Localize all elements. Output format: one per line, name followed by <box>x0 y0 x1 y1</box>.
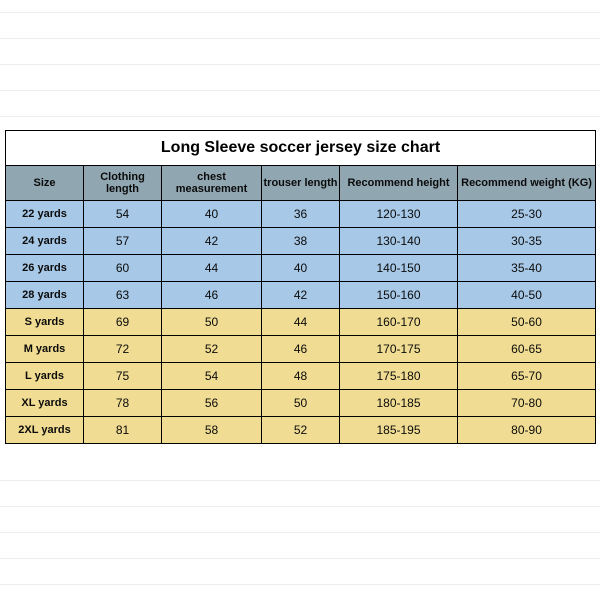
size-cell: 24 yards <box>6 228 84 255</box>
column-header: Recommend height <box>340 166 458 201</box>
value-cell: 170-175 <box>340 336 458 363</box>
value-cell: 44 <box>162 255 262 282</box>
value-cell: 160-170 <box>340 309 458 336</box>
size-cell: XL yards <box>6 390 84 417</box>
value-cell: 54 <box>84 201 162 228</box>
value-cell: 63 <box>84 282 162 309</box>
value-cell: 52 <box>262 417 340 444</box>
size-table: Long Sleeve soccer jersey size chart Siz… <box>5 130 596 444</box>
horizontal-rule <box>0 558 600 559</box>
size-chart: Long Sleeve soccer jersey size chart Siz… <box>5 130 595 444</box>
value-cell: 46 <box>262 336 340 363</box>
column-header: trouser length <box>262 166 340 201</box>
value-cell: 72 <box>84 336 162 363</box>
table-title: Long Sleeve soccer jersey size chart <box>6 131 596 166</box>
horizontal-rule <box>0 480 600 481</box>
value-cell: 52 <box>162 336 262 363</box>
horizontal-rule <box>0 506 600 507</box>
horizontal-rule <box>0 90 600 91</box>
table-row: 24 yards574238130-14030-35 <box>6 228 596 255</box>
size-cell: 22 yards <box>6 201 84 228</box>
value-cell: 70-80 <box>458 390 596 417</box>
size-cell: M yards <box>6 336 84 363</box>
table-row: L yards755448175-18065-70 <box>6 363 596 390</box>
size-cell: L yards <box>6 363 84 390</box>
value-cell: 140-150 <box>340 255 458 282</box>
value-cell: 81 <box>84 417 162 444</box>
horizontal-rule <box>0 38 600 39</box>
horizontal-rule <box>0 12 600 13</box>
value-cell: 75 <box>84 363 162 390</box>
value-cell: 57 <box>84 228 162 255</box>
table-row: XL yards785650180-18570-80 <box>6 390 596 417</box>
table-row: 2XL yards815852185-19580-90 <box>6 417 596 444</box>
size-cell: 26 yards <box>6 255 84 282</box>
value-cell: 56 <box>162 390 262 417</box>
horizontal-rule <box>0 584 600 585</box>
value-cell: 36 <box>262 201 340 228</box>
value-cell: 65-70 <box>458 363 596 390</box>
value-cell: 38 <box>262 228 340 255</box>
value-cell: 44 <box>262 309 340 336</box>
value-cell: 48 <box>262 363 340 390</box>
value-cell: 60 <box>84 255 162 282</box>
table-row: 26 yards604440140-15035-40 <box>6 255 596 282</box>
value-cell: 130-140 <box>340 228 458 255</box>
value-cell: 25-30 <box>458 201 596 228</box>
table-row: 28 yards634642150-16040-50 <box>6 282 596 309</box>
table-row: M yards725246170-17560-65 <box>6 336 596 363</box>
value-cell: 150-160 <box>340 282 458 309</box>
size-cell: 28 yards <box>6 282 84 309</box>
value-cell: 50 <box>162 309 262 336</box>
value-cell: 80-90 <box>458 417 596 444</box>
value-cell: 180-185 <box>340 390 458 417</box>
value-cell: 40 <box>262 255 340 282</box>
title-row: Long Sleeve soccer jersey size chart <box>6 131 596 166</box>
value-cell: 58 <box>162 417 262 444</box>
value-cell: 50-60 <box>458 309 596 336</box>
value-cell: 42 <box>262 282 340 309</box>
stage: Long Sleeve soccer jersey size chart Siz… <box>0 0 600 600</box>
value-cell: 175-180 <box>340 363 458 390</box>
table-row: S yards695044160-17050-60 <box>6 309 596 336</box>
value-cell: 46 <box>162 282 262 309</box>
horizontal-rule <box>0 64 600 65</box>
value-cell: 69 <box>84 309 162 336</box>
value-cell: 185-195 <box>340 417 458 444</box>
value-cell: 42 <box>162 228 262 255</box>
horizontal-rule <box>0 532 600 533</box>
value-cell: 35-40 <box>458 255 596 282</box>
value-cell: 54 <box>162 363 262 390</box>
header-row: SizeClothing lengthchest measurementtrou… <box>6 166 596 201</box>
value-cell: 78 <box>84 390 162 417</box>
value-cell: 40-50 <box>458 282 596 309</box>
value-cell: 30-35 <box>458 228 596 255</box>
value-cell: 60-65 <box>458 336 596 363</box>
horizontal-rule <box>0 116 600 117</box>
column-header: Size <box>6 166 84 201</box>
size-cell: S yards <box>6 309 84 336</box>
value-cell: 120-130 <box>340 201 458 228</box>
value-cell: 40 <box>162 201 262 228</box>
column-header: Recommend weight (KG) <box>458 166 596 201</box>
column-header: Clothing length <box>84 166 162 201</box>
value-cell: 50 <box>262 390 340 417</box>
table-row: 22 yards544036120-13025-30 <box>6 201 596 228</box>
column-header: chest measurement <box>162 166 262 201</box>
size-cell: 2XL yards <box>6 417 84 444</box>
